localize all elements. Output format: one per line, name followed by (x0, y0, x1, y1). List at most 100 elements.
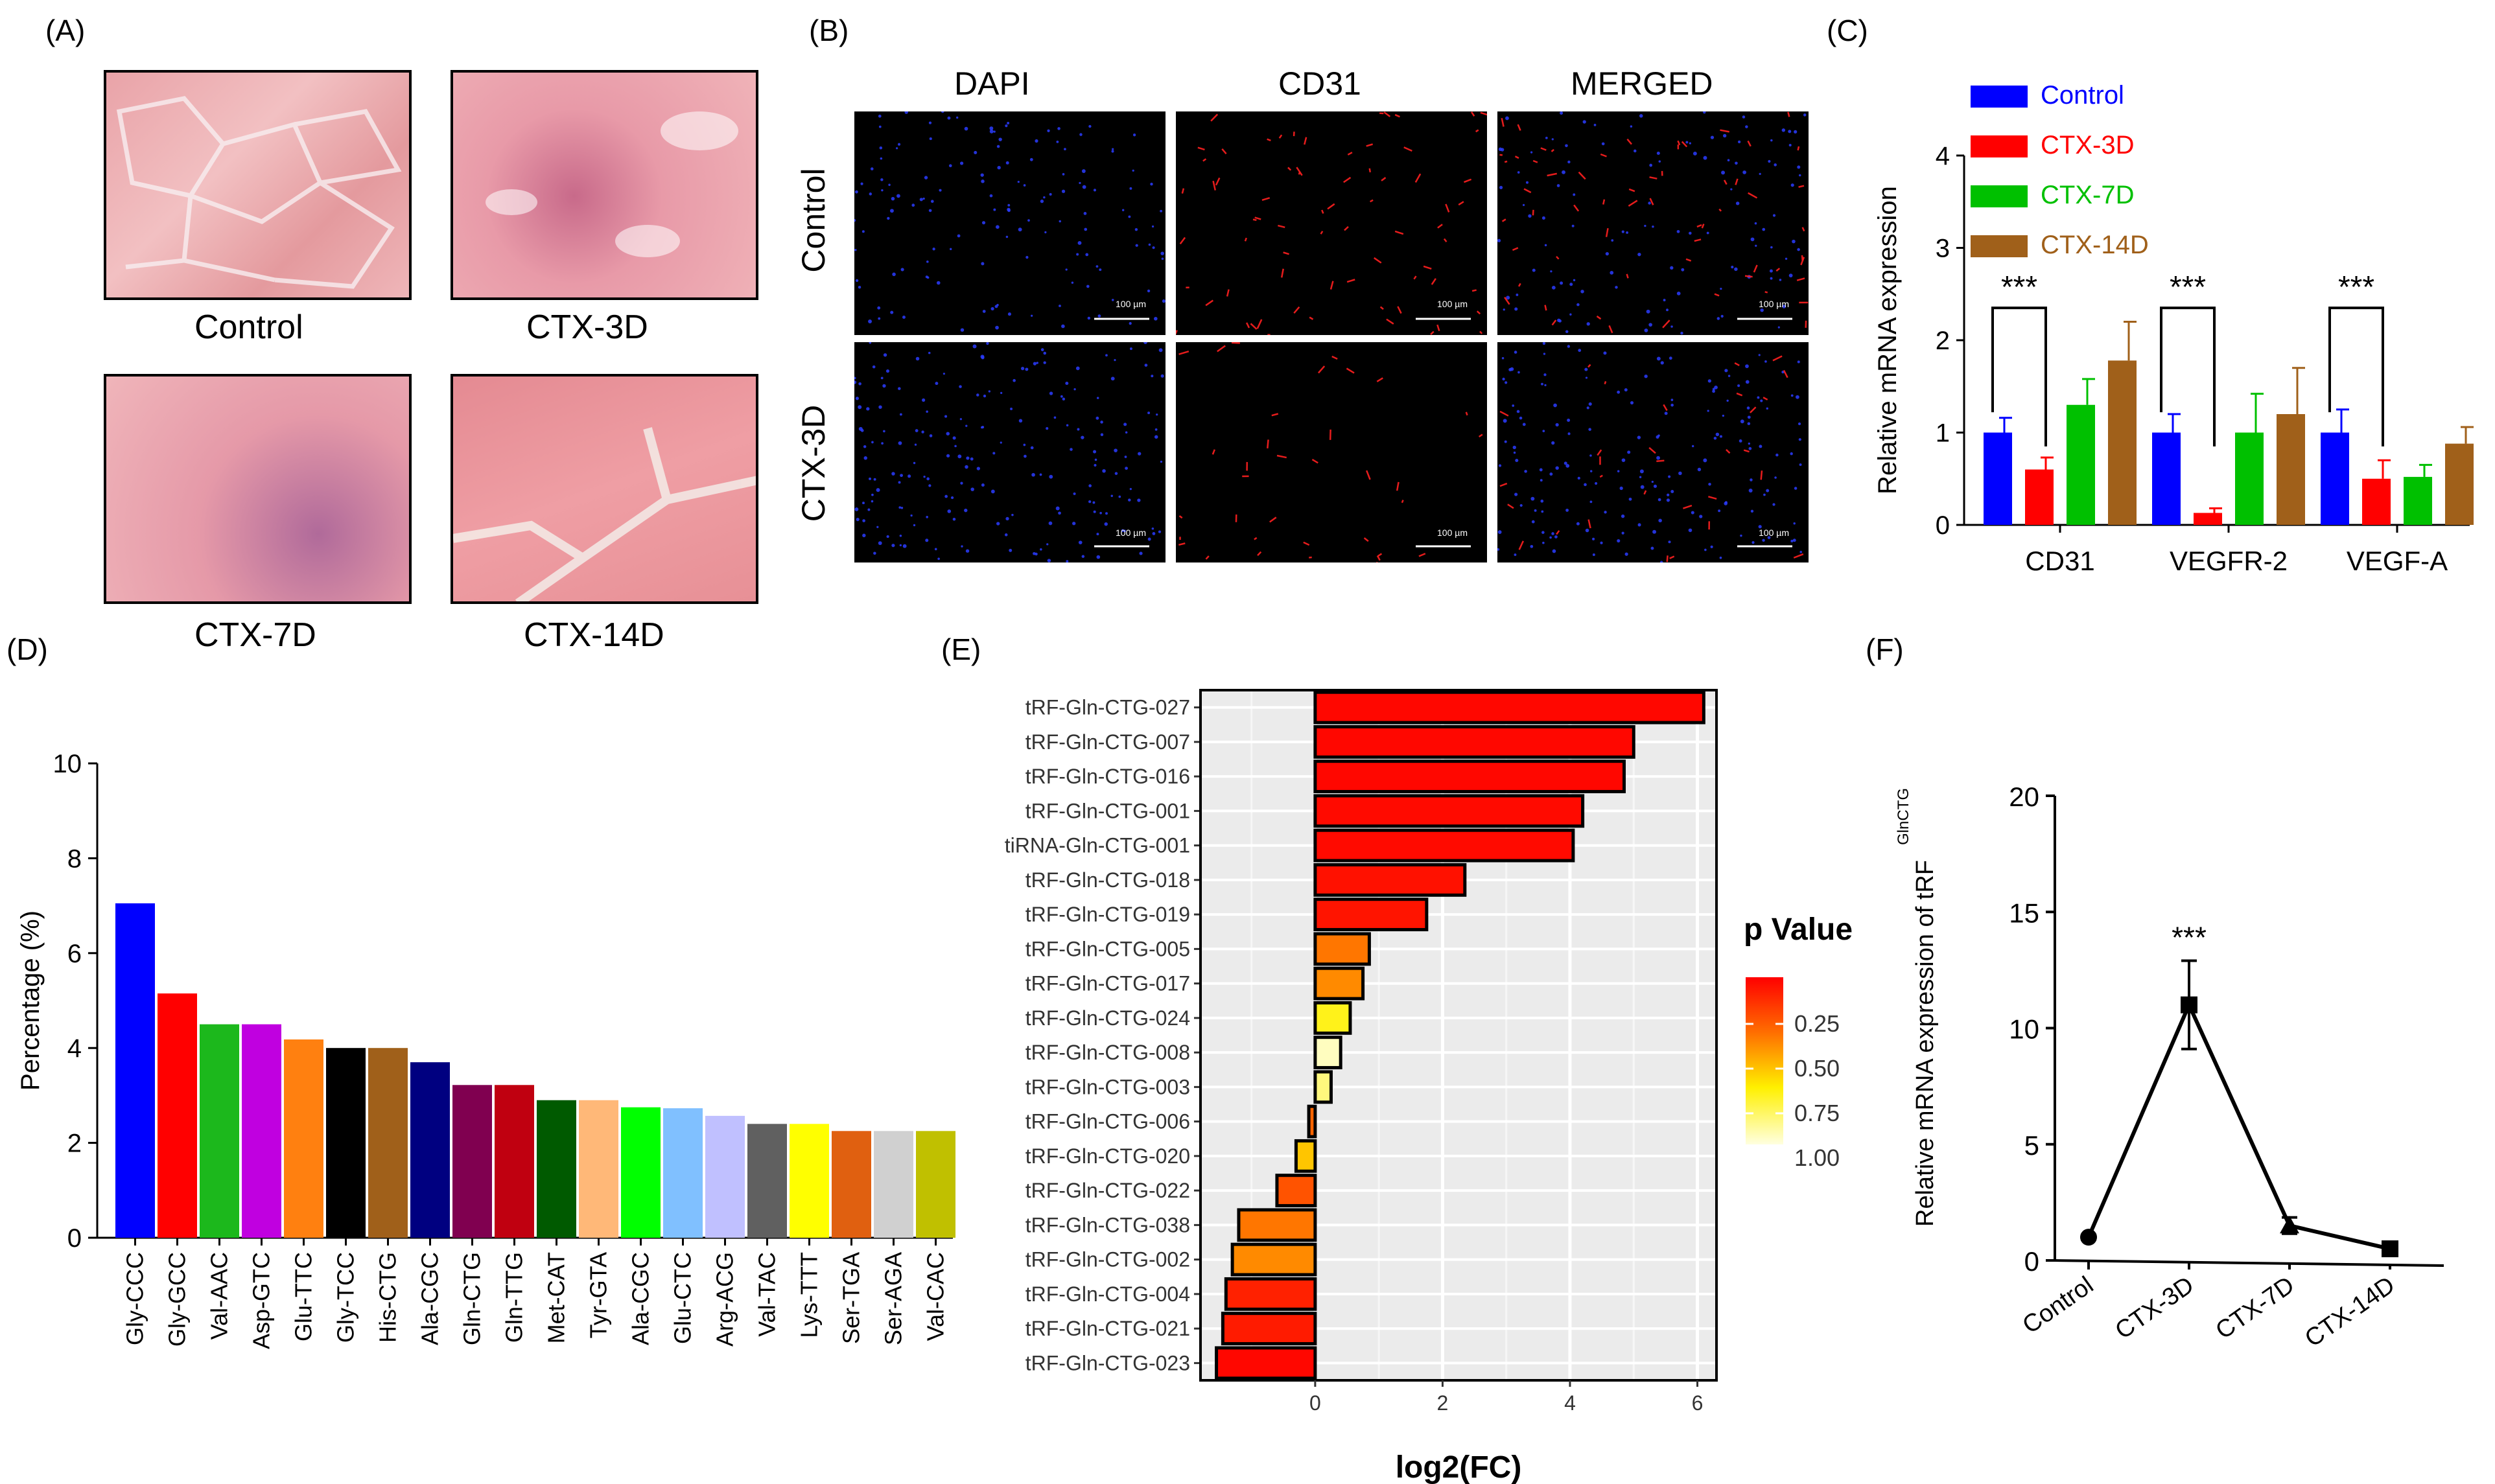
nucleus-dot (994, 130, 996, 132)
nucleus-dot (1726, 400, 1728, 402)
nucleus-dot (1629, 498, 1632, 501)
nucleus-dot (1505, 117, 1509, 121)
nucleus-dot (1545, 137, 1548, 139)
vessel-mark (1737, 393, 1742, 395)
nucleus-dot (856, 397, 859, 400)
nucleus-dot (868, 319, 872, 323)
nucleus-dot (1630, 125, 1632, 127)
vessel-mark (1552, 320, 1556, 325)
vessel-mark (1213, 181, 1215, 190)
vessel-mark (1381, 307, 1383, 310)
nucleus-dot (864, 456, 867, 459)
nucleus-dot (947, 509, 951, 513)
vessel-mark (1480, 331, 1482, 333)
nucleus-dot (1545, 244, 1547, 246)
series-line (2089, 1005, 2390, 1249)
nucleus-dot (1543, 373, 1546, 376)
vessel-mark (1211, 114, 1217, 121)
nucleus-dot (1749, 447, 1752, 450)
nucleus-dot (1748, 443, 1750, 445)
nucleus-dot (1031, 315, 1033, 317)
nucleus-dot (1759, 173, 1761, 175)
nucleus-dot (1517, 171, 1520, 174)
x-tick-label: Ser-TGA (838, 1252, 865, 1344)
vessel-mark (1745, 276, 1753, 277)
nucleus-dot (1604, 511, 1606, 513)
legend-tick-label: 1.00 (1794, 1144, 1840, 1171)
nucleus-dot (1620, 487, 1623, 490)
nucleus-dot (1160, 251, 1164, 255)
col-label-dapi: DAPI (954, 65, 1030, 102)
y-tick-label: tRF-Gln-CTG-017 (1025, 972, 1190, 995)
nucleus-dot (1560, 281, 1563, 284)
nucleus-dot (1567, 419, 1570, 422)
vessel-mark (1395, 115, 1400, 117)
nucleus-dot (1073, 493, 1075, 495)
nucleus-dot (1062, 190, 1065, 193)
nucleus-dot (1681, 268, 1684, 272)
nucleus-dot (1762, 539, 1764, 542)
nucleus-dot (900, 474, 903, 477)
nucleus-dot (989, 390, 990, 392)
vessel-mark (1431, 332, 1434, 334)
nucleus-dot (1079, 133, 1082, 135)
nucleus-dot (1797, 248, 1800, 251)
nucleus-dot (993, 209, 996, 211)
nucleus-dot (1738, 141, 1740, 143)
nucleus-dot (1799, 551, 1802, 553)
nucleus-dot (949, 164, 952, 167)
vessel-mark (1395, 231, 1403, 234)
nucleus-dot (1013, 379, 1016, 382)
vessel-mark (1267, 139, 1271, 141)
nucleus-dot (930, 137, 932, 140)
vessel-mark (1798, 146, 1799, 150)
nucleus-dot (891, 472, 895, 475)
nucleus-dot (1088, 484, 1092, 487)
vessel-mark (1629, 189, 1635, 191)
nucleus-dot (924, 176, 928, 179)
nucleus-dot (1154, 317, 1158, 321)
nucleus-dot (1149, 244, 1151, 246)
nucleus-dot (1018, 181, 1020, 183)
y-tick-label: tRF-Gln-CTG-001 (1025, 799, 1190, 822)
nucleus-dot (1740, 419, 1744, 423)
nucleus-dot (1778, 327, 1780, 329)
nucleus-dot (966, 550, 969, 553)
nucleus-dot (878, 541, 882, 545)
nucleus-dot (903, 544, 907, 548)
nucleus-dot (1576, 303, 1580, 307)
vessel-mark (1213, 450, 1215, 455)
y-tick-label: 3 (1936, 235, 1950, 263)
nucleus-dot (916, 357, 920, 361)
y-tick-label: 5 (2024, 1130, 2039, 1161)
vessel-mark (1458, 202, 1464, 205)
x-tick-label: Tyr-GTA (585, 1252, 612, 1338)
nucleus-dot (1059, 305, 1061, 307)
nucleus-dot (1156, 413, 1158, 415)
nucleus-dot (965, 425, 967, 427)
nucleus-dot (943, 373, 945, 375)
nucleus-dot (879, 126, 882, 128)
nucleus-dot (1568, 432, 1571, 435)
nucleus-dot (1565, 464, 1569, 468)
vessel-mark (1466, 412, 1468, 415)
nucleus-dot (1615, 286, 1617, 288)
nucleus-dot (1111, 150, 1114, 152)
nucleus-dot (1499, 464, 1501, 467)
nucleus-dot (1066, 560, 1068, 562)
nucleus-dot (881, 442, 884, 445)
nucleus-dot (863, 445, 866, 448)
nucleus-dot (1024, 455, 1027, 458)
nucleus-dot (892, 273, 896, 277)
nucleus-dot (1542, 542, 1545, 544)
vessel-mark (1332, 356, 1337, 359)
y-tick-label: tRF-Gln-CTG-021 (1025, 1317, 1190, 1340)
nucleus-dot (1718, 509, 1720, 512)
nucleus-dot (1115, 472, 1118, 475)
nucleus-dot (1594, 124, 1597, 126)
vessel-mark (1579, 172, 1586, 180)
bar-ctx-14d (2108, 360, 2137, 525)
nucleus-dot (1565, 509, 1569, 512)
y-tick-label: 10 (2009, 1014, 2039, 1045)
nucleus-dot (1047, 130, 1049, 132)
